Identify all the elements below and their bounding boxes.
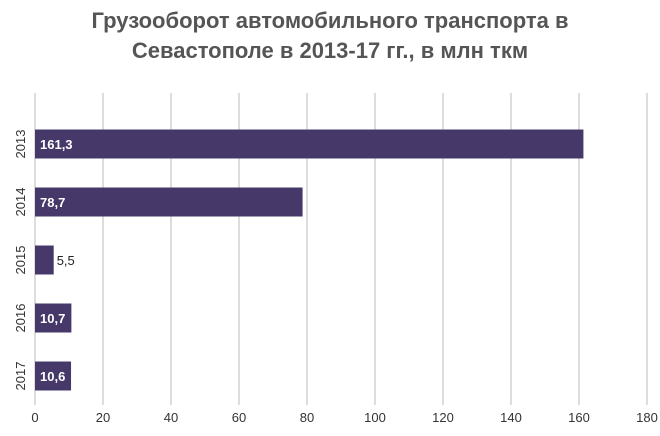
x-tick-label-20: 20 bbox=[96, 410, 110, 425]
data-label-2015: 5,5 bbox=[57, 253, 75, 268]
category-label-2016: 2016 bbox=[13, 304, 28, 333]
bar-2013 bbox=[35, 129, 584, 159]
x-tick-label-180: 180 bbox=[636, 410, 658, 425]
x-tick-label-40: 40 bbox=[164, 410, 178, 425]
x-tick-label-0: 0 bbox=[31, 410, 38, 425]
bar-2017 bbox=[35, 361, 72, 391]
x-tick-label-120: 120 bbox=[432, 410, 454, 425]
bars: 161,3 78,7 5,5 10,7 10,6 bbox=[35, 129, 584, 391]
x-tick-label-140: 140 bbox=[500, 410, 522, 425]
bar-2016 bbox=[35, 303, 72, 333]
chart-title-line-2: Севастополе в 2013-17 гг., в млн ткм bbox=[131, 38, 529, 63]
bar-2014 bbox=[35, 187, 303, 217]
category-label-2015: 2015 bbox=[13, 246, 28, 275]
x-tick-label-80: 80 bbox=[300, 410, 314, 425]
category-label-2014: 2014 bbox=[13, 188, 28, 217]
x-tick-label-60: 60 bbox=[232, 410, 246, 425]
x-axis-tick-labels: 0 20 40 60 80 100 120 140 160 180 bbox=[31, 410, 657, 425]
category-label-2013: 2013 bbox=[13, 130, 28, 159]
data-label-2016: 10,7 bbox=[40, 311, 65, 326]
chart-title: Грузооборот автомобильного транспорта в … bbox=[0, 6, 660, 66]
x-tick-label-160: 160 bbox=[568, 410, 590, 425]
y-axis-category-labels: 2013 2014 2015 2016 2017 bbox=[13, 130, 28, 391]
x-tick-label-100: 100 bbox=[364, 410, 386, 425]
category-label-2017: 2017 bbox=[13, 362, 28, 391]
data-label-2017: 10,6 bbox=[40, 369, 65, 384]
data-label-2014: 78,7 bbox=[40, 195, 65, 210]
data-label-2013: 161,3 bbox=[40, 137, 73, 152]
bar-2015 bbox=[35, 245, 54, 275]
chart-title-line-1: Грузооборот автомобильного транспорта в bbox=[91, 8, 569, 33]
